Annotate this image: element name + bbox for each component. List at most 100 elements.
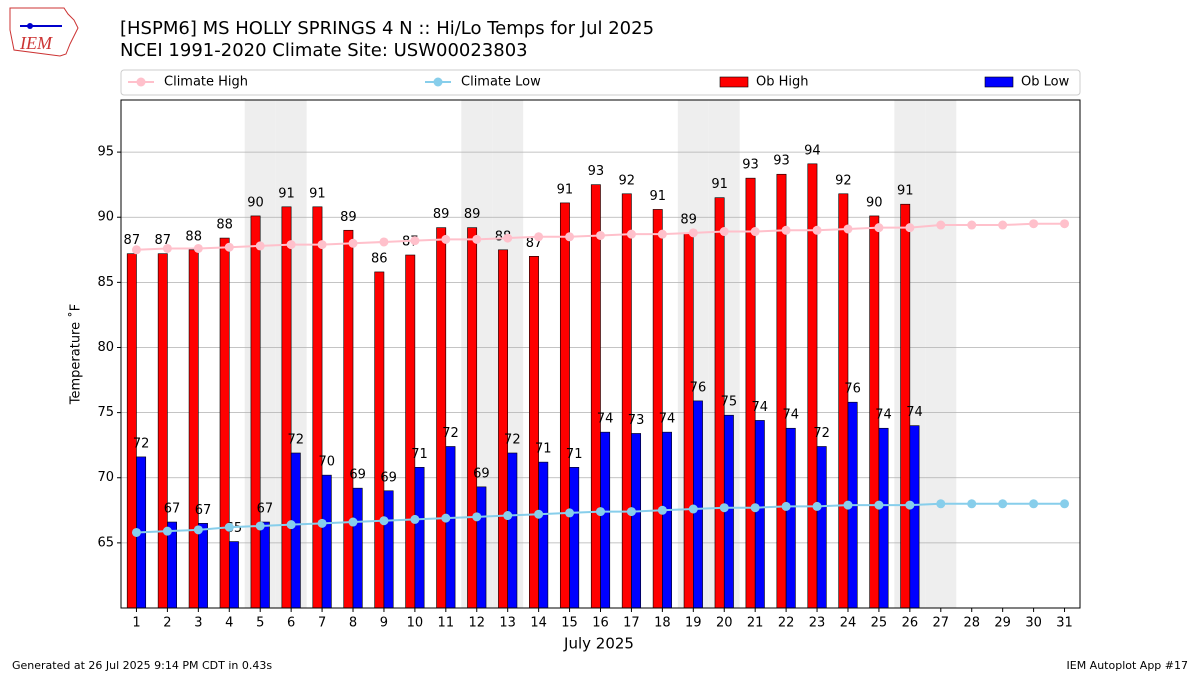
footer-right: IEM Autoplot App #17 (1067, 659, 1189, 672)
legend-label: Climate High (164, 75, 248, 90)
x-tick-label: 18 (654, 616, 671, 631)
point (317, 240, 327, 250)
bar (405, 254, 416, 609)
x-tick-label: 13 (499, 616, 516, 631)
bar (785, 427, 796, 609)
point (843, 500, 853, 510)
bar (631, 433, 642, 609)
value-label: 73 (628, 413, 645, 428)
value-label: 94 (804, 143, 821, 158)
value-label: 72 (133, 436, 150, 451)
point (936, 499, 946, 509)
value-label: 72 (442, 426, 459, 441)
value-label: 76 (690, 380, 707, 395)
logo: IEM (9, 7, 79, 57)
x-tick-label: 30 (1025, 616, 1042, 631)
value-label: 69 (380, 470, 397, 485)
bar (343, 229, 354, 609)
point (379, 516, 389, 526)
value-label: 74 (597, 412, 614, 427)
point (688, 504, 698, 514)
value-label: 91 (557, 182, 574, 197)
bar (776, 173, 787, 609)
bar (198, 523, 208, 609)
point (503, 233, 513, 243)
logo-text: IEM (19, 33, 53, 53)
point (781, 225, 791, 235)
value-label: 72 (504, 432, 521, 447)
point (441, 513, 451, 523)
bar (445, 446, 456, 609)
x-tick-label: 6 (287, 616, 295, 631)
bar (498, 249, 508, 609)
x-tick-label: 11 (438, 616, 455, 631)
legend-label: Ob Low (1021, 75, 1070, 90)
value-label: 93 (588, 164, 605, 179)
x-axis-label: July 2025 (563, 635, 634, 653)
bar (683, 232, 694, 609)
value-label: 71 (566, 447, 583, 462)
value-label: 74 (659, 412, 676, 427)
x-tick-label: 8 (349, 616, 357, 631)
logo-dot (27, 23, 33, 29)
x-tick-label: 2 (163, 616, 171, 631)
point (565, 232, 575, 242)
legend-label: Climate Low (461, 75, 541, 90)
x-tick-label: 21 (747, 616, 764, 631)
point (131, 527, 141, 537)
x-tick-label: 7 (318, 616, 326, 631)
point (224, 522, 234, 532)
point (657, 505, 667, 515)
y-tick-label: 90 (97, 210, 114, 225)
value-label: 93 (742, 158, 759, 173)
point (286, 240, 296, 250)
point (472, 234, 482, 244)
point (874, 500, 884, 510)
value-label: 70 (318, 455, 335, 470)
point (410, 236, 420, 246)
x-tick-label: 20 (716, 616, 733, 631)
bar (600, 431, 611, 609)
bar (838, 193, 849, 609)
point (936, 220, 946, 230)
point (503, 511, 513, 521)
legend-swatch (719, 76, 749, 88)
bar (290, 452, 301, 609)
point (998, 499, 1008, 509)
point (162, 526, 172, 536)
point (719, 227, 729, 237)
x-tick-label: 15 (561, 616, 578, 631)
value-label: 72 (813, 426, 830, 441)
x-tick-label: 14 (530, 616, 547, 631)
value-label: 67 (257, 502, 274, 517)
point (967, 499, 977, 509)
point (596, 230, 605, 240)
y-tick-label: 70 (97, 470, 114, 485)
bar (529, 256, 539, 609)
bar (312, 206, 323, 609)
x-tick-label: 29 (994, 616, 1011, 631)
point (626, 229, 636, 239)
point (317, 518, 327, 528)
y-tick-label: 75 (97, 405, 114, 420)
y-tick-label: 80 (97, 340, 114, 355)
point (472, 512, 482, 522)
x-tick-label: 24 (840, 616, 857, 631)
point (905, 223, 915, 233)
x-tick-label: 28 (963, 616, 980, 631)
value-label: 69 (473, 466, 490, 481)
value-label: 67 (195, 503, 212, 518)
logo-outline (9, 7, 79, 57)
bar (374, 271, 385, 609)
value-label: 92 (835, 173, 852, 188)
y-tick-label: 65 (97, 535, 114, 550)
value-label: 89 (464, 207, 481, 222)
point (255, 521, 265, 531)
value-label: 89 (433, 207, 450, 222)
bar (321, 474, 332, 609)
point (967, 220, 977, 230)
legend-swatch (984, 76, 1014, 88)
bar (414, 467, 425, 609)
bar (507, 452, 518, 609)
bar (126, 253, 137, 609)
